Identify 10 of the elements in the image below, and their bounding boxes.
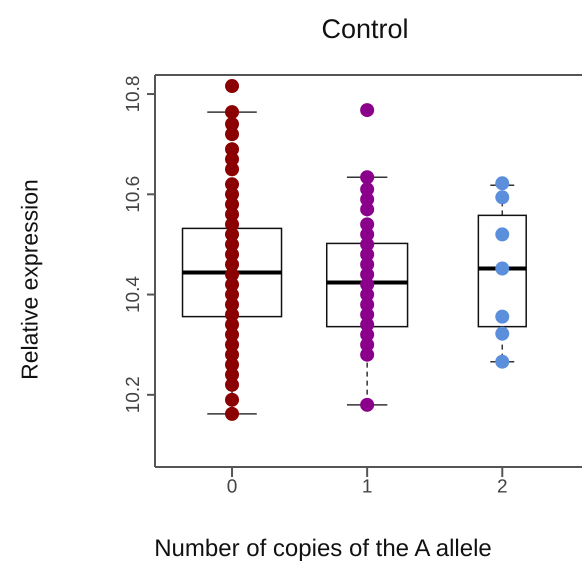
x-tick-label: 2	[496, 476, 508, 498]
y-axis-title: Relative expression	[16, 178, 44, 382]
y-tick-label: 10.6	[123, 176, 144, 213]
x-axis-title: Number of copies of the A allele	[153, 535, 493, 563]
y-tick-label: 10.8	[123, 76, 144, 113]
x-tick-label: 1	[362, 476, 372, 498]
y-tick-label: 10.2	[123, 376, 144, 414]
x-tick-label: 0	[226, 476, 238, 498]
chart-title: Control	[320, 14, 410, 45]
y-tick-label: 10.4	[123, 276, 144, 314]
